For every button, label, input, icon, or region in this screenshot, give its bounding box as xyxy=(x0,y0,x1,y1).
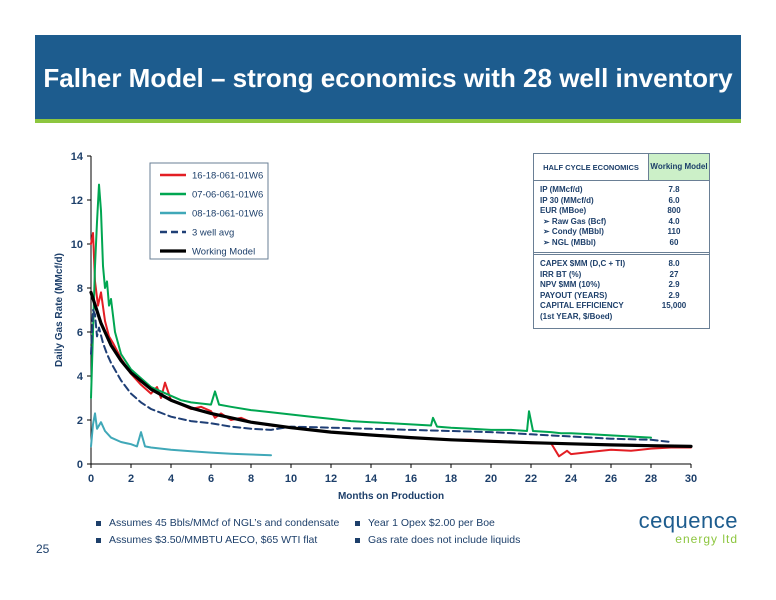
economics-row: EUR (MBoe) 800 xyxy=(540,206,705,217)
legend-label: 16-18-061-01W6 xyxy=(192,171,263,182)
economics-header: HALF CYCLE ECONOMICS xyxy=(543,162,639,172)
series-line xyxy=(90,412,272,457)
economics-row: CAPEX $MM (D,C + TI) 8.0 xyxy=(540,259,705,270)
x-tick-label: 22 xyxy=(525,473,537,485)
economics-label: (1st YEAR, $/Boed) xyxy=(540,311,613,321)
economics-value: 60 xyxy=(669,237,679,247)
economics-label: CAPEX $MM (D,C + TI) xyxy=(540,259,626,268)
economics-section-production: IP (MMcf/d) 7.8 IP 30 (MMcf/d) 6.0 EUR (MBoe… xyxy=(534,181,709,252)
x-tick-label: 28 xyxy=(645,473,657,485)
legend-box xyxy=(149,162,269,260)
economics-row: (1st YEAR, $/Boed) xyxy=(540,312,705,323)
series-line xyxy=(90,309,672,443)
notes-left: Assumes 45 Bbls/MMcf of NGL’s and conden… xyxy=(96,517,339,551)
economics-label: IP 30 (MMcf/d) xyxy=(540,195,594,205)
y-tick-label: 10 xyxy=(71,239,83,251)
economics-label: ➢ NGL (MBbl) xyxy=(543,237,596,247)
economics-value: 8.0 xyxy=(668,259,680,268)
x-tick-label: 16 xyxy=(405,473,417,485)
economics-value: 2.9 xyxy=(668,280,680,289)
economics-label: NPV $MM (10%) xyxy=(540,280,601,289)
x-tick-label: 26 xyxy=(605,473,617,485)
economics-row: ➢ NGL (MBbl) 60 xyxy=(540,238,705,249)
logo-sub-text: energy ltd xyxy=(675,532,738,546)
company-logo: cequence energy ltd xyxy=(598,508,738,547)
y-tick-label: 8 xyxy=(77,283,83,295)
economics-value xyxy=(643,312,705,323)
economics-row: IP 30 (MMcf/d) 6.0 xyxy=(540,196,705,207)
economics-table: HALF CYCLE ECONOMICS Working Model IP (M… xyxy=(533,153,710,329)
economics-label: ➢ Raw Gas (Bcf) xyxy=(543,216,607,226)
economics-value: 4.0 xyxy=(668,216,680,226)
economics-label: PAYOUT (YEARS) xyxy=(540,290,608,300)
economics-row: IP (MMcf/d) 7.8 xyxy=(540,185,705,196)
economics-value: 2.9 xyxy=(668,290,680,300)
economics-value: 110 xyxy=(667,227,681,236)
legend-label: Working Model xyxy=(192,247,255,258)
x-tick-label: 20 xyxy=(485,473,497,485)
x-tick-label: 6 xyxy=(208,473,214,485)
legend-label: 3 well avg xyxy=(192,228,234,239)
y-tick-label: 0 xyxy=(77,459,83,471)
economics-label: ➢ Condy (MBbl) xyxy=(543,227,604,236)
legend-label: 08-18-061-01W6 xyxy=(192,209,263,220)
series-line xyxy=(90,183,652,439)
title-banner: Falher Model – strong economics with 28 … xyxy=(35,35,741,123)
y-tick-label: 6 xyxy=(77,327,83,339)
y-tick-label: 4 xyxy=(77,371,84,383)
x-axis-label: Months on Production xyxy=(338,491,444,502)
economics-row: CAPITAL EFFICIENCY 15,000 xyxy=(540,301,705,312)
x-tick-label: 18 xyxy=(445,473,457,485)
economics-row: ➢ Raw Gas (Bcf) 4.0 xyxy=(540,217,705,228)
notes-right: Year 1 Opex $2.00 per Boe Gas rate does … xyxy=(355,517,520,551)
x-tick-label: 10 xyxy=(285,473,297,485)
economics-row: PAYOUT (YEARS) 2.9 xyxy=(540,291,705,302)
economics-row: NPV $MM (10%) 2.9 xyxy=(540,280,705,291)
economics-row: IRR BT (%) 27 xyxy=(540,270,705,281)
note-item: Assumes $3.50/MMBTU AECO, $65 WTI flat xyxy=(96,534,339,546)
y-tick-label: 12 xyxy=(71,195,83,207)
economics-value: 7.8 xyxy=(668,185,680,194)
x-tick-label: 2 xyxy=(128,473,134,485)
legend-label: 07-06-061-01W6 xyxy=(192,190,263,201)
x-tick-label: 8 xyxy=(248,473,254,485)
y-tick-label: 2 xyxy=(77,415,83,427)
economics-row: ➢ Condy (MBbl) 110 xyxy=(540,227,705,238)
x-tick-label: 24 xyxy=(565,473,578,485)
y-axis-label: Daily Gas Rate (MMcf/d) xyxy=(54,253,65,367)
page-number: 25 xyxy=(36,542,50,556)
x-tick-label: 0 xyxy=(88,473,94,485)
economics-value: 27 xyxy=(669,269,679,279)
economics-label: CAPITAL EFFICIENCY xyxy=(540,301,624,310)
x-tick-label: 4 xyxy=(168,473,175,485)
x-tick-label: 12 xyxy=(325,473,337,485)
note-item: Gas rate does not include liquids xyxy=(355,534,520,546)
economics-value: 800 xyxy=(667,206,681,215)
economics-section-financial: CAPEX $MM (D,C + TI) 8.0 IRR BT (%) 27 NPV $… xyxy=(534,252,709,328)
note-item: Assumes 45 Bbls/MMcf of NGL’s and conden… xyxy=(96,517,339,529)
slide-title: Falher Model – strong economics with 28 … xyxy=(43,63,733,93)
economics-value: 15,000 xyxy=(661,301,687,310)
note-item: Year 1 Opex $2.00 per Boe xyxy=(355,517,520,529)
logo-main-text: cequence xyxy=(638,508,738,533)
x-tick-label: 30 xyxy=(685,473,697,485)
y-tick-label: 14 xyxy=(71,151,84,163)
economics-value: 6.0 xyxy=(668,195,680,205)
economics-label: IRR BT (%) xyxy=(540,269,582,279)
x-tick-label: 14 xyxy=(365,473,378,485)
economics-label: EUR (MBoe) xyxy=(540,206,587,215)
economics-value-header: Working Model xyxy=(648,154,709,180)
series-line xyxy=(89,290,693,448)
economics-label: IP (MMcf/d) xyxy=(540,185,583,194)
